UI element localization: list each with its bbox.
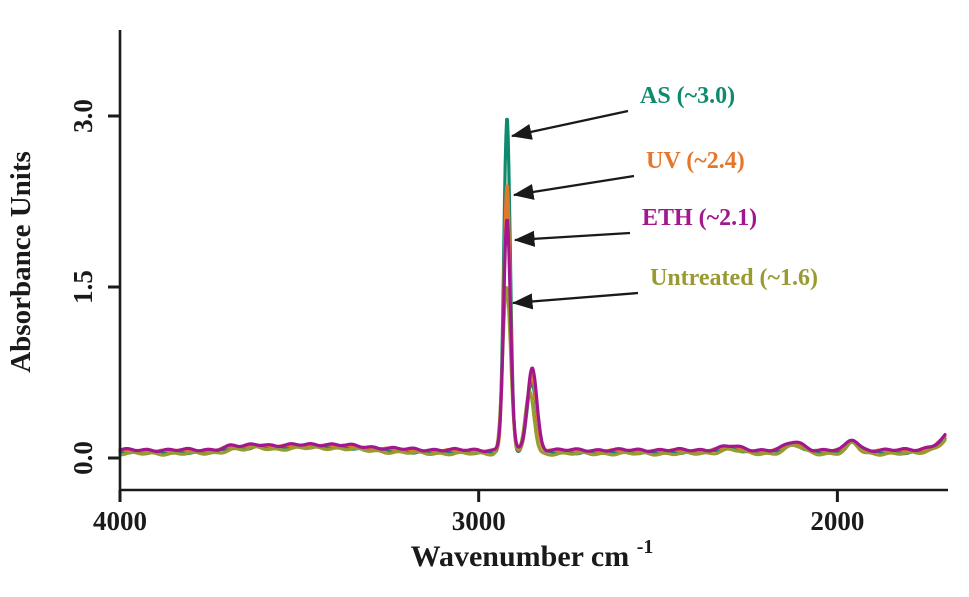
annotation-label: ETH (~2.1): [642, 205, 757, 231]
axes-layer: 4000 3000 2000 0.0 1.5 3.0: [68, 30, 948, 536]
y-axis-title: Absorbance Units: [5, 151, 37, 373]
annotation-label: UV (~2.4): [646, 148, 745, 174]
annotation-arrow: [513, 230, 631, 247]
annotation-label: Untreated (~1.6): [650, 265, 818, 291]
x-tick-label: 3000: [452, 506, 506, 536]
x-axis-title-main: Wavenumber cm: [411, 540, 630, 573]
series-line-Untreated: [118, 286, 947, 457]
annotation-arrow: [511, 291, 639, 310]
y-tick-label: 1.5: [68, 270, 98, 304]
annotation-arrow: [510, 109, 629, 140]
annotations-layer: AS (~3.0) UV (~2.4) ETH (~2.1) Untreated (~…: [510, 83, 818, 310]
x-tick-label: 2000: [810, 506, 864, 536]
annotation-arrow: [512, 174, 635, 200]
x-axis-title: Wavenumber cm -1: [411, 536, 654, 573]
spectra-series-layer: [118, 117, 947, 457]
y-tick-label: 0.0: [68, 441, 98, 475]
y-tick-label: 3.0: [68, 99, 98, 133]
annotation-label: AS (~3.0): [640, 83, 735, 109]
x-tick-label: 4000: [93, 506, 147, 536]
series-line-ETH: [118, 218, 947, 454]
x-axis-title-superscript: -1: [637, 536, 654, 558]
